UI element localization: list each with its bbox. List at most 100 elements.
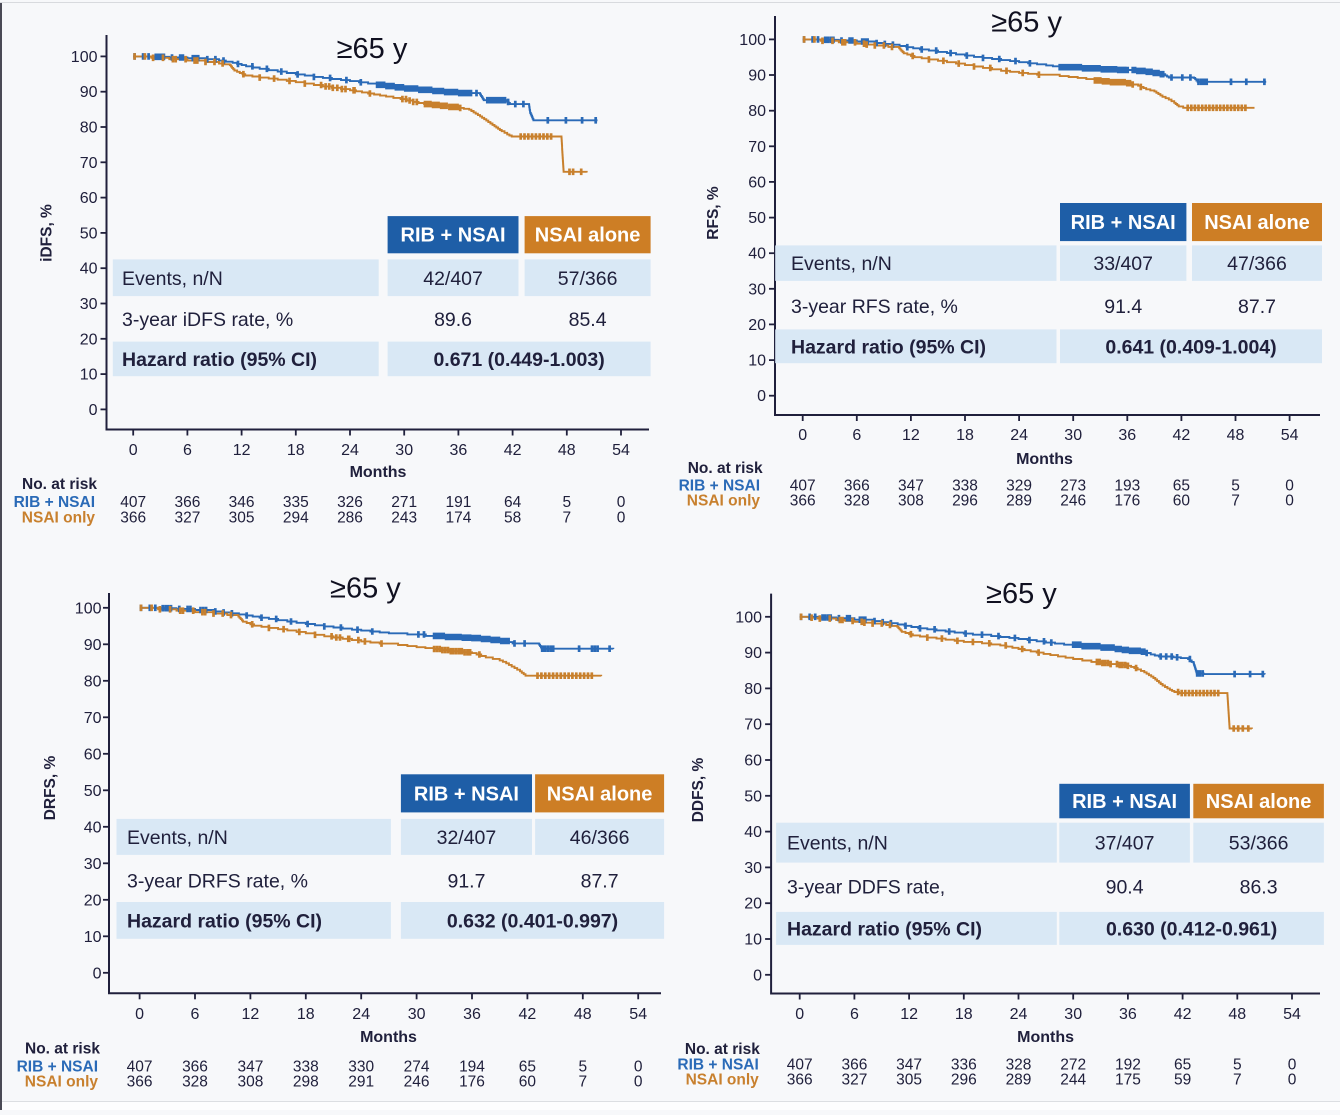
svg-text:5: 5 — [1233, 1057, 1242, 1074]
svg-text:328: 328 — [182, 1074, 208, 1091]
svg-text:Months: Months — [360, 1029, 417, 1046]
svg-text:6: 6 — [183, 442, 192, 459]
svg-text:≥65 y: ≥65 y — [337, 33, 408, 65]
svg-text:286: 286 — [337, 510, 363, 527]
svg-text:42: 42 — [519, 1006, 537, 1023]
svg-text:70: 70 — [84, 710, 102, 727]
svg-text:10: 10 — [80, 367, 98, 384]
svg-text:36: 36 — [1119, 1006, 1137, 1023]
svg-text:407: 407 — [127, 1059, 153, 1076]
svg-text:0: 0 — [634, 1059, 643, 1076]
svg-text:0: 0 — [753, 967, 762, 984]
svg-text:Months: Months — [350, 464, 407, 481]
svg-text:89.6: 89.6 — [434, 309, 472, 331]
svg-text:NSAI alone: NSAI alone — [1206, 791, 1312, 813]
svg-text:36: 36 — [450, 442, 468, 459]
svg-text:6: 6 — [850, 1006, 859, 1023]
svg-text:86.3: 86.3 — [1240, 877, 1278, 899]
svg-text:85.4: 85.4 — [569, 309, 607, 331]
svg-text:42: 42 — [1174, 1006, 1192, 1023]
svg-text:No. at risk: No. at risk — [688, 460, 763, 477]
svg-text:46/366: 46/366 — [570, 827, 630, 849]
svg-text:54: 54 — [1283, 1006, 1301, 1023]
svg-text:12: 12 — [233, 442, 251, 459]
svg-text:70: 70 — [80, 155, 98, 172]
svg-text:65: 65 — [519, 1059, 536, 1076]
svg-text:33/407: 33/407 — [1093, 253, 1153, 275]
svg-text:0: 0 — [757, 388, 766, 405]
svg-text:58: 58 — [504, 510, 521, 527]
svg-text:Events, n/N: Events, n/N — [787, 833, 888, 855]
svg-text:294: 294 — [283, 510, 309, 527]
svg-text:0: 0 — [89, 402, 98, 419]
svg-text:RIB + NSAI: RIB + NSAI — [1072, 791, 1177, 813]
svg-text:Hazard ratio (95% CI): Hazard ratio (95% CI) — [787, 918, 982, 940]
svg-text:60: 60 — [80, 190, 98, 207]
svg-text:≥65 y: ≥65 y — [330, 573, 401, 605]
svg-text:24: 24 — [1010, 1006, 1028, 1023]
svg-text:DDFS, %: DDFS, % — [690, 757, 707, 822]
svg-text:RIB + NSAI: RIB + NSAI — [14, 494, 95, 511]
svg-text:42/407: 42/407 — [423, 268, 483, 290]
svg-text:347: 347 — [237, 1059, 263, 1076]
svg-text:12: 12 — [900, 1006, 918, 1023]
svg-text:No. at risk: No. at risk — [685, 1041, 760, 1058]
svg-text:407: 407 — [120, 494, 146, 511]
svg-text:100: 100 — [739, 32, 766, 49]
svg-text:RIB + NSAI: RIB + NSAI — [414, 783, 519, 805]
svg-text:20: 20 — [80, 331, 98, 348]
svg-text:20: 20 — [84, 892, 102, 909]
svg-text:193: 193 — [1114, 478, 1140, 495]
svg-text:RIB + NSAI: RIB + NSAI — [677, 1057, 758, 1074]
svg-text:60: 60 — [744, 753, 762, 770]
svg-text:Events, n/N: Events, n/N — [122, 268, 223, 290]
svg-text:0: 0 — [93, 965, 102, 982]
svg-text:20: 20 — [744, 896, 762, 913]
svg-text:305: 305 — [229, 510, 255, 527]
svg-text:Hazard ratio (95% CI): Hazard ratio (95% CI) — [122, 349, 317, 371]
svg-text:244: 244 — [1060, 1072, 1086, 1089]
svg-text:80: 80 — [84, 673, 102, 690]
svg-text:RIB + NSAI: RIB + NSAI — [1071, 212, 1176, 234]
svg-text:Events, n/N: Events, n/N — [791, 253, 892, 275]
svg-text:90.4: 90.4 — [1106, 877, 1144, 899]
svg-text:30: 30 — [80, 296, 98, 313]
svg-text:90: 90 — [84, 637, 102, 654]
svg-text:30: 30 — [84, 856, 102, 873]
svg-text:53/366: 53/366 — [1229, 833, 1289, 855]
svg-text:328: 328 — [844, 493, 870, 510]
svg-text:Events, n/N: Events, n/N — [127, 827, 228, 849]
svg-text:327: 327 — [841, 1072, 867, 1089]
svg-text:10: 10 — [744, 932, 762, 949]
svg-text:5: 5 — [578, 1059, 587, 1076]
svg-text:407: 407 — [790, 478, 816, 495]
svg-text:12: 12 — [242, 1006, 260, 1023]
svg-text:DRFS, %: DRFS, % — [42, 755, 59, 820]
svg-text:50: 50 — [748, 210, 766, 227]
svg-text:50: 50 — [84, 783, 102, 800]
svg-text:NSAI alone: NSAI alone — [1204, 212, 1310, 234]
svg-text:Hazard ratio (95% CI): Hazard ratio (95% CI) — [127, 910, 322, 932]
svg-text:191: 191 — [445, 494, 471, 511]
svg-text:291: 291 — [348, 1074, 374, 1091]
svg-text:0: 0 — [795, 1006, 804, 1023]
svg-text:20: 20 — [748, 317, 766, 334]
svg-text:296: 296 — [951, 1072, 977, 1089]
svg-text:100: 100 — [75, 600, 102, 617]
svg-text:50: 50 — [80, 225, 98, 242]
svg-text:Hazard ratio (95% CI): Hazard ratio (95% CI) — [791, 336, 986, 358]
svg-text:40: 40 — [744, 824, 762, 841]
svg-text:0: 0 — [798, 427, 807, 444]
svg-text:10: 10 — [748, 353, 766, 370]
svg-text:327: 327 — [174, 510, 200, 527]
svg-text:273: 273 — [1060, 478, 1086, 495]
svg-text:0: 0 — [617, 494, 626, 511]
svg-text:42: 42 — [504, 442, 522, 459]
svg-text:80: 80 — [748, 103, 766, 120]
svg-text:70: 70 — [748, 139, 766, 156]
svg-text:60: 60 — [519, 1074, 537, 1091]
svg-text:65: 65 — [1173, 478, 1190, 495]
svg-text:346: 346 — [229, 494, 255, 511]
svg-text:0: 0 — [1285, 478, 1294, 495]
svg-text:80: 80 — [744, 681, 762, 698]
